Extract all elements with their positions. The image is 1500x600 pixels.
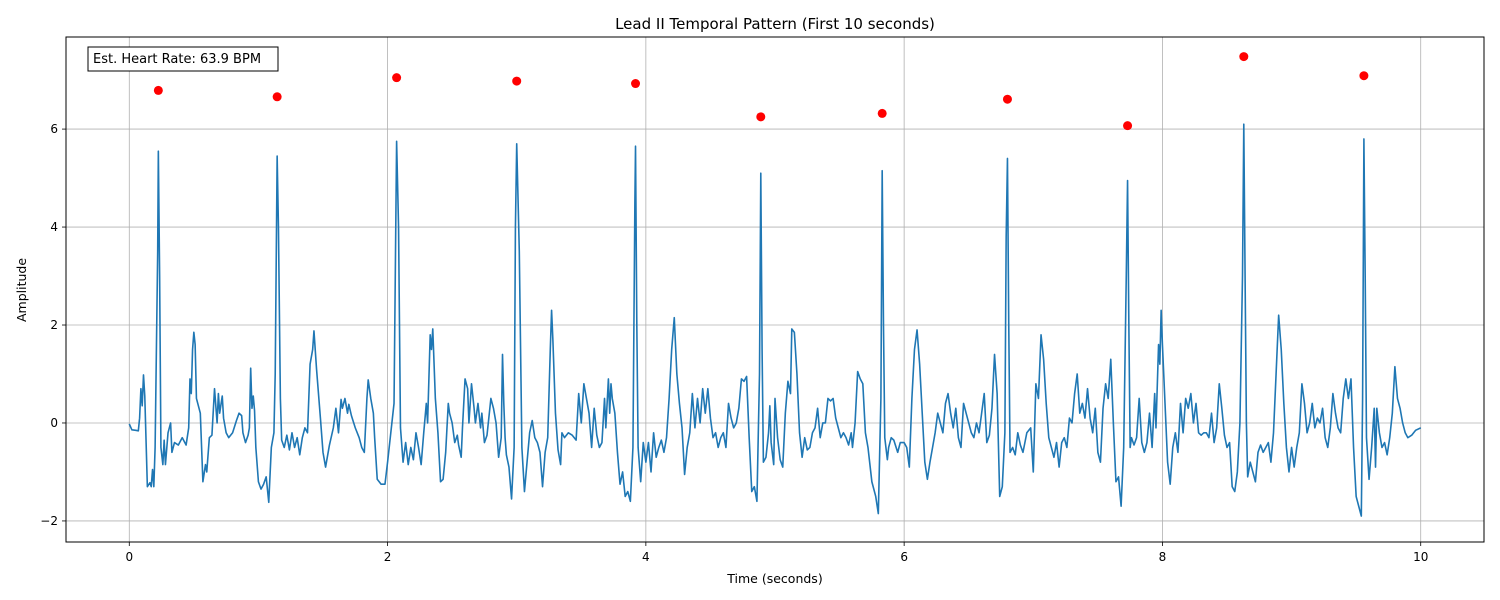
y-tick-label: −2 (40, 514, 58, 528)
x-axis-label: Time (seconds) (726, 571, 822, 586)
axes-frame (65, 36, 1485, 543)
r-peak-marker (1359, 71, 1369, 81)
r-peak-marker (1239, 52, 1249, 62)
grid (66, 37, 1484, 542)
x-tick-label: 4 (642, 550, 650, 564)
r-peak-marker (1123, 121, 1133, 131)
axis-ticks: 0 2 4 6 8 10 −2 0 2 4 6 (40, 122, 1428, 564)
y-axis-label: Amplitude (14, 258, 29, 322)
r-peak-marker (153, 85, 163, 95)
x-tick-label: 6 (900, 550, 908, 564)
chart-title: Lead II Temporal Pattern (First 10 secon… (615, 15, 935, 33)
y-tick-label: 2 (50, 318, 58, 332)
r-peak-marker (631, 79, 641, 89)
r-peak-marker (272, 92, 282, 102)
y-tick-label: 6 (50, 122, 58, 136)
r-peak-marker (756, 112, 766, 122)
r-peak-marker (512, 76, 522, 86)
plot-area (128, 123, 1422, 517)
x-tick-label: 0 (125, 550, 133, 564)
r-peak-marker (877, 108, 887, 118)
peak-markers (153, 52, 1369, 131)
x-tick-label: 2 (384, 550, 392, 564)
heart-rate-annotation-box (87, 46, 279, 72)
x-tick-label: 10 (1413, 550, 1428, 564)
heart-rate-annotation: Est. Heart Rate: 63.9 BPM (93, 52, 261, 67)
ecg-signal-line (128, 123, 1422, 517)
x-tick-label: 8 (1159, 550, 1167, 564)
r-peak-marker (1002, 94, 1012, 104)
r-peak-marker (392, 73, 402, 83)
y-tick-label: 0 (50, 416, 58, 430)
y-tick-label: 4 (50, 220, 58, 234)
